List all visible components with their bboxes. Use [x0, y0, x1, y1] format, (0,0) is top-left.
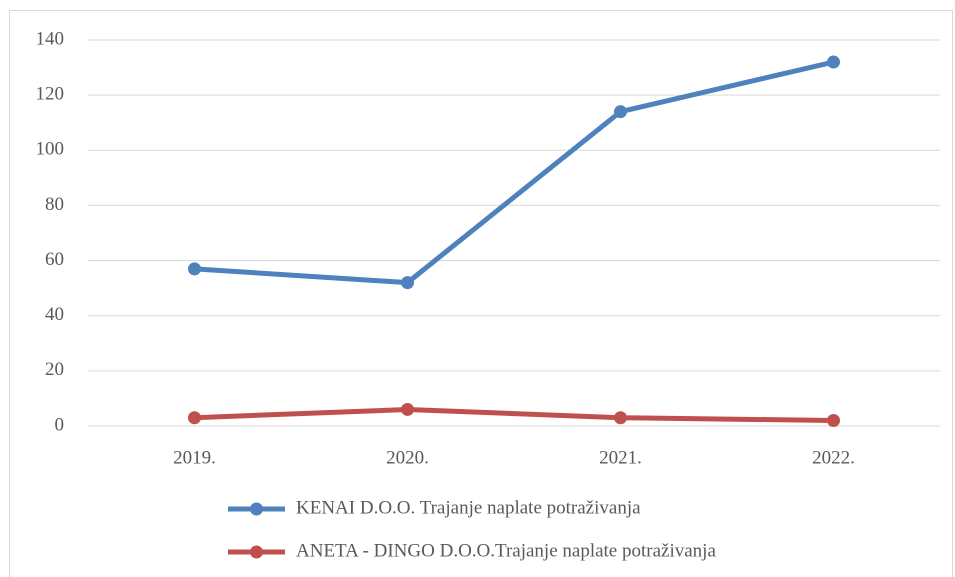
data-point — [188, 262, 201, 276]
chart-frame — [9, 10, 953, 577]
x-tick-label: 2022. — [812, 447, 855, 468]
legend-label: ANETA - DINGO D.O.O.Trajanje naplate pot… — [296, 540, 716, 561]
data-point — [401, 402, 414, 416]
data-point — [614, 411, 627, 425]
y-tick-label: 80 — [45, 194, 64, 215]
data-point — [827, 413, 840, 427]
series-line — [194, 59, 835, 286]
x-tick-label: 2020. — [386, 447, 429, 468]
series-line — [194, 406, 834, 423]
y-tick-label: 0 — [55, 414, 65, 435]
x-tick-label: 2019. — [173, 447, 216, 468]
data-point — [614, 105, 627, 119]
data-point — [188, 411, 201, 425]
y-tick-label: 60 — [45, 249, 64, 270]
y-tick-label: 40 — [45, 304, 64, 325]
legend-marker — [250, 545, 263, 559]
y-tick-label: 100 — [36, 139, 65, 160]
y-tick-label: 20 — [45, 359, 64, 380]
data-point — [827, 55, 840, 69]
legend-marker — [250, 502, 263, 516]
legend-label: KENAI D.O.O. Trajanje naplate potraživan… — [296, 497, 641, 518]
data-point — [401, 276, 414, 290]
y-tick-label: 120 — [36, 84, 65, 105]
x-tick-label: 2021. — [599, 447, 642, 468]
y-tick-label: 140 — [36, 28, 65, 49]
